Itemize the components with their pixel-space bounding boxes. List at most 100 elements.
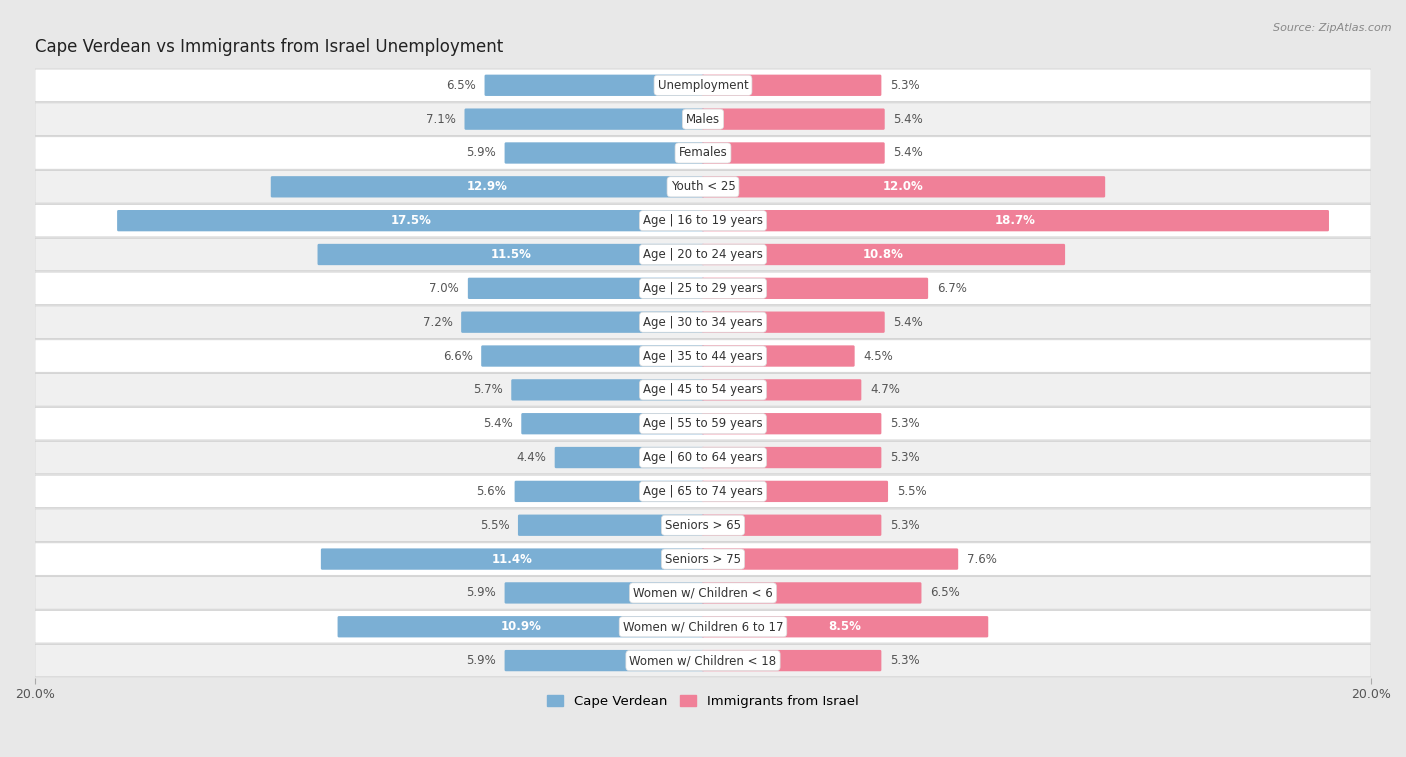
Text: 5.9%: 5.9% — [467, 146, 496, 160]
FancyBboxPatch shape — [35, 340, 1371, 372]
FancyBboxPatch shape — [35, 204, 1371, 237]
FancyBboxPatch shape — [35, 543, 1371, 575]
Text: 5.6%: 5.6% — [477, 485, 506, 498]
FancyBboxPatch shape — [35, 306, 1371, 338]
FancyBboxPatch shape — [35, 475, 1371, 508]
FancyBboxPatch shape — [35, 170, 1371, 203]
FancyBboxPatch shape — [337, 616, 704, 637]
Text: 4.5%: 4.5% — [863, 350, 893, 363]
FancyBboxPatch shape — [35, 374, 1371, 406]
Text: 12.9%: 12.9% — [467, 180, 508, 193]
Text: 5.4%: 5.4% — [482, 417, 513, 430]
Text: Cape Verdean vs Immigrants from Israel Unemployment: Cape Verdean vs Immigrants from Israel U… — [35, 38, 503, 56]
Text: Age | 55 to 59 years: Age | 55 to 59 years — [643, 417, 763, 430]
FancyBboxPatch shape — [35, 509, 1371, 541]
FancyBboxPatch shape — [702, 176, 1105, 198]
Text: 6.7%: 6.7% — [936, 282, 967, 294]
Text: 7.6%: 7.6% — [967, 553, 997, 565]
FancyBboxPatch shape — [35, 441, 1371, 474]
Text: Women w/ Children < 6: Women w/ Children < 6 — [633, 587, 773, 600]
FancyBboxPatch shape — [271, 176, 704, 198]
Text: Age | 60 to 64 years: Age | 60 to 64 years — [643, 451, 763, 464]
Text: 5.4%: 5.4% — [893, 113, 924, 126]
Text: Women w/ Children < 18: Women w/ Children < 18 — [630, 654, 776, 667]
Text: 5.7%: 5.7% — [472, 383, 502, 397]
Text: Females: Females — [679, 146, 727, 160]
FancyBboxPatch shape — [702, 75, 882, 96]
Text: 5.4%: 5.4% — [893, 146, 924, 160]
Text: 6.5%: 6.5% — [931, 587, 960, 600]
Text: Age | 65 to 74 years: Age | 65 to 74 years — [643, 485, 763, 498]
Text: 12.0%: 12.0% — [883, 180, 924, 193]
FancyBboxPatch shape — [702, 210, 1329, 232]
Text: Males: Males — [686, 113, 720, 126]
FancyBboxPatch shape — [481, 345, 704, 366]
Text: 5.9%: 5.9% — [467, 587, 496, 600]
FancyBboxPatch shape — [702, 244, 1066, 265]
FancyBboxPatch shape — [702, 108, 884, 129]
FancyBboxPatch shape — [35, 272, 1371, 304]
Text: Women w/ Children 6 to 17: Women w/ Children 6 to 17 — [623, 620, 783, 634]
Text: 5.3%: 5.3% — [890, 519, 920, 531]
FancyBboxPatch shape — [702, 278, 928, 299]
Text: 11.5%: 11.5% — [491, 248, 531, 261]
FancyBboxPatch shape — [318, 244, 704, 265]
FancyBboxPatch shape — [35, 103, 1371, 136]
Text: Unemployment: Unemployment — [658, 79, 748, 92]
FancyBboxPatch shape — [702, 379, 862, 400]
Text: Source: ZipAtlas.com: Source: ZipAtlas.com — [1274, 23, 1392, 33]
FancyBboxPatch shape — [702, 481, 889, 502]
Text: 10.9%: 10.9% — [501, 620, 541, 634]
FancyBboxPatch shape — [702, 447, 882, 469]
FancyBboxPatch shape — [505, 582, 704, 603]
FancyBboxPatch shape — [461, 312, 704, 333]
FancyBboxPatch shape — [505, 142, 704, 164]
FancyBboxPatch shape — [512, 379, 704, 400]
FancyBboxPatch shape — [35, 644, 1371, 677]
Legend: Cape Verdean, Immigrants from Israel: Cape Verdean, Immigrants from Israel — [543, 690, 863, 714]
FancyBboxPatch shape — [515, 481, 704, 502]
Text: Age | 20 to 24 years: Age | 20 to 24 years — [643, 248, 763, 261]
Text: Age | 35 to 44 years: Age | 35 to 44 years — [643, 350, 763, 363]
FancyBboxPatch shape — [702, 616, 988, 637]
Text: 5.3%: 5.3% — [890, 79, 920, 92]
FancyBboxPatch shape — [468, 278, 704, 299]
Text: 11.4%: 11.4% — [492, 553, 533, 565]
Text: Youth < 25: Youth < 25 — [671, 180, 735, 193]
FancyBboxPatch shape — [35, 69, 1371, 101]
Text: 6.6%: 6.6% — [443, 350, 472, 363]
FancyBboxPatch shape — [464, 108, 704, 129]
FancyBboxPatch shape — [702, 515, 882, 536]
FancyBboxPatch shape — [35, 407, 1371, 440]
FancyBboxPatch shape — [702, 548, 959, 570]
FancyBboxPatch shape — [485, 75, 704, 96]
Text: Seniors > 75: Seniors > 75 — [665, 553, 741, 565]
FancyBboxPatch shape — [702, 142, 884, 164]
Text: Age | 45 to 54 years: Age | 45 to 54 years — [643, 383, 763, 397]
Text: 17.5%: 17.5% — [391, 214, 432, 227]
Text: 5.3%: 5.3% — [890, 451, 920, 464]
Text: Age | 25 to 29 years: Age | 25 to 29 years — [643, 282, 763, 294]
FancyBboxPatch shape — [555, 447, 704, 469]
Text: 10.8%: 10.8% — [863, 248, 904, 261]
FancyBboxPatch shape — [35, 577, 1371, 609]
FancyBboxPatch shape — [517, 515, 704, 536]
FancyBboxPatch shape — [505, 650, 704, 671]
FancyBboxPatch shape — [35, 610, 1371, 643]
Text: Age | 30 to 34 years: Age | 30 to 34 years — [643, 316, 763, 329]
Text: 5.5%: 5.5% — [479, 519, 509, 531]
Text: 7.2%: 7.2% — [423, 316, 453, 329]
FancyBboxPatch shape — [321, 548, 704, 570]
Text: 7.0%: 7.0% — [429, 282, 460, 294]
FancyBboxPatch shape — [702, 650, 882, 671]
Text: 5.9%: 5.9% — [467, 654, 496, 667]
FancyBboxPatch shape — [702, 413, 882, 435]
Text: 4.4%: 4.4% — [516, 451, 546, 464]
Text: 4.7%: 4.7% — [870, 383, 900, 397]
FancyBboxPatch shape — [35, 238, 1371, 271]
Text: 6.5%: 6.5% — [446, 79, 475, 92]
Text: 8.5%: 8.5% — [828, 620, 862, 634]
FancyBboxPatch shape — [117, 210, 704, 232]
FancyBboxPatch shape — [522, 413, 704, 435]
Text: 18.7%: 18.7% — [995, 214, 1036, 227]
